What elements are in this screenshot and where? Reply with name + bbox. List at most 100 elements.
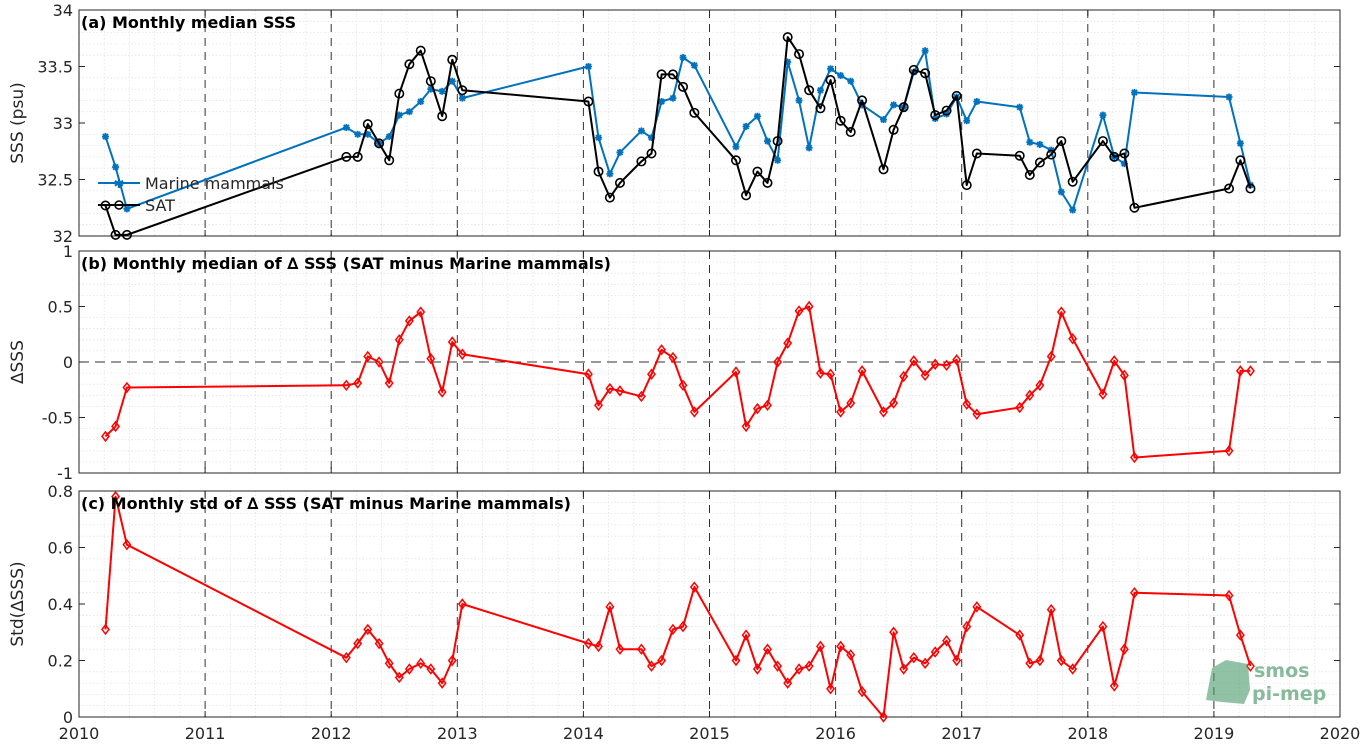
data-point — [668, 351, 678, 364]
data-point — [417, 98, 425, 106]
data-point — [593, 166, 604, 177]
data-point — [941, 105, 952, 116]
data-point — [405, 108, 413, 116]
data-point — [889, 626, 899, 638]
data-point — [741, 420, 751, 433]
data-point — [583, 637, 593, 650]
data-point — [1098, 620, 1108, 633]
data-point — [752, 402, 762, 415]
data-point — [1235, 155, 1246, 166]
data-point — [962, 398, 972, 410]
data-point — [438, 87, 446, 95]
data-point — [447, 336, 457, 348]
star-stroke — [658, 98, 665, 105]
data-point — [1046, 149, 1057, 160]
star-stroke — [406, 108, 413, 115]
data-point — [604, 192, 615, 203]
star-stroke — [817, 86, 824, 94]
data-point — [1224, 183, 1235, 194]
star-stroke — [585, 63, 592, 70]
data-point — [678, 620, 688, 633]
data-point — [1024, 169, 1035, 180]
y-axis-label: Std(∆SSS) — [8, 561, 28, 646]
data-point — [762, 177, 773, 188]
data-point — [920, 657, 930, 670]
data-point — [657, 654, 667, 667]
data-point — [1034, 157, 1045, 168]
series-line — [104, 305, 1251, 459]
data-point — [794, 663, 804, 675]
x-tick-label: 2016 — [815, 724, 856, 743]
y-tick-label: 0.5 — [48, 298, 73, 317]
x-tick-label: 2015 — [689, 724, 730, 743]
legend-marker-marine: ✱ — [114, 177, 125, 192]
data-point — [636, 643, 646, 655]
data-point — [341, 379, 351, 392]
star-stroke — [354, 131, 361, 138]
data-point — [1016, 103, 1024, 111]
data-point — [857, 365, 867, 377]
data-point — [816, 367, 825, 379]
data-point — [404, 59, 415, 70]
star-stroke — [764, 137, 771, 145]
data-point — [826, 368, 836, 380]
star-stroke — [732, 143, 740, 150]
legend-label-marine-mammals: Marine mammals — [145, 174, 284, 193]
data-point — [804, 300, 814, 313]
data-point — [583, 96, 594, 107]
y-tick-label: 33 — [53, 114, 73, 133]
data-point — [1035, 654, 1045, 667]
star-stroke — [963, 117, 970, 124]
data-point — [123, 205, 131, 213]
data-point — [657, 344, 667, 356]
star-stroke — [795, 97, 803, 104]
data-point — [111, 420, 121, 433]
star-stroke — [123, 205, 131, 213]
series-line — [104, 36, 1252, 236]
data-point — [730, 155, 741, 166]
data-point — [816, 86, 824, 94]
data-point — [658, 98, 666, 106]
star-stroke — [931, 115, 939, 122]
data-point — [111, 490, 121, 503]
star-stroke — [438, 88, 446, 95]
data-point — [668, 623, 678, 636]
data-point — [942, 635, 952, 647]
data-point — [457, 85, 468, 96]
data-point — [1056, 654, 1066, 667]
x-tick-label: 2017 — [941, 724, 982, 743]
star-stroke — [669, 94, 677, 102]
data-point — [667, 69, 678, 80]
data-point — [384, 155, 395, 166]
data-point — [615, 385, 625, 397]
star-stroke — [638, 127, 645, 135]
data-point — [805, 144, 813, 152]
data-point — [816, 640, 825, 653]
data-point — [794, 305, 804, 317]
data-point — [447, 654, 457, 667]
star-stroke — [943, 110, 950, 118]
data-point — [774, 156, 782, 164]
data-point — [448, 77, 456, 85]
star-stroke — [847, 77, 854, 85]
star-stroke — [1237, 140, 1244, 147]
data-point — [416, 306, 426, 318]
data-point — [972, 408, 982, 420]
data-point — [605, 382, 615, 395]
data-point — [962, 620, 972, 633]
data-point — [783, 677, 793, 689]
data-point — [1130, 586, 1139, 599]
star-stroke — [1225, 93, 1233, 101]
star-stroke — [1026, 138, 1034, 146]
logo-text-smos: smos — [1254, 660, 1309, 682]
data-point — [1068, 332, 1078, 345]
data-point — [637, 127, 645, 135]
data-point — [921, 47, 929, 55]
data-point — [341, 651, 351, 664]
data-point — [930, 358, 940, 370]
x-tick-label: 2010 — [59, 724, 100, 743]
data-point — [689, 581, 699, 593]
data-point — [1130, 451, 1139, 464]
data-point — [826, 683, 836, 695]
